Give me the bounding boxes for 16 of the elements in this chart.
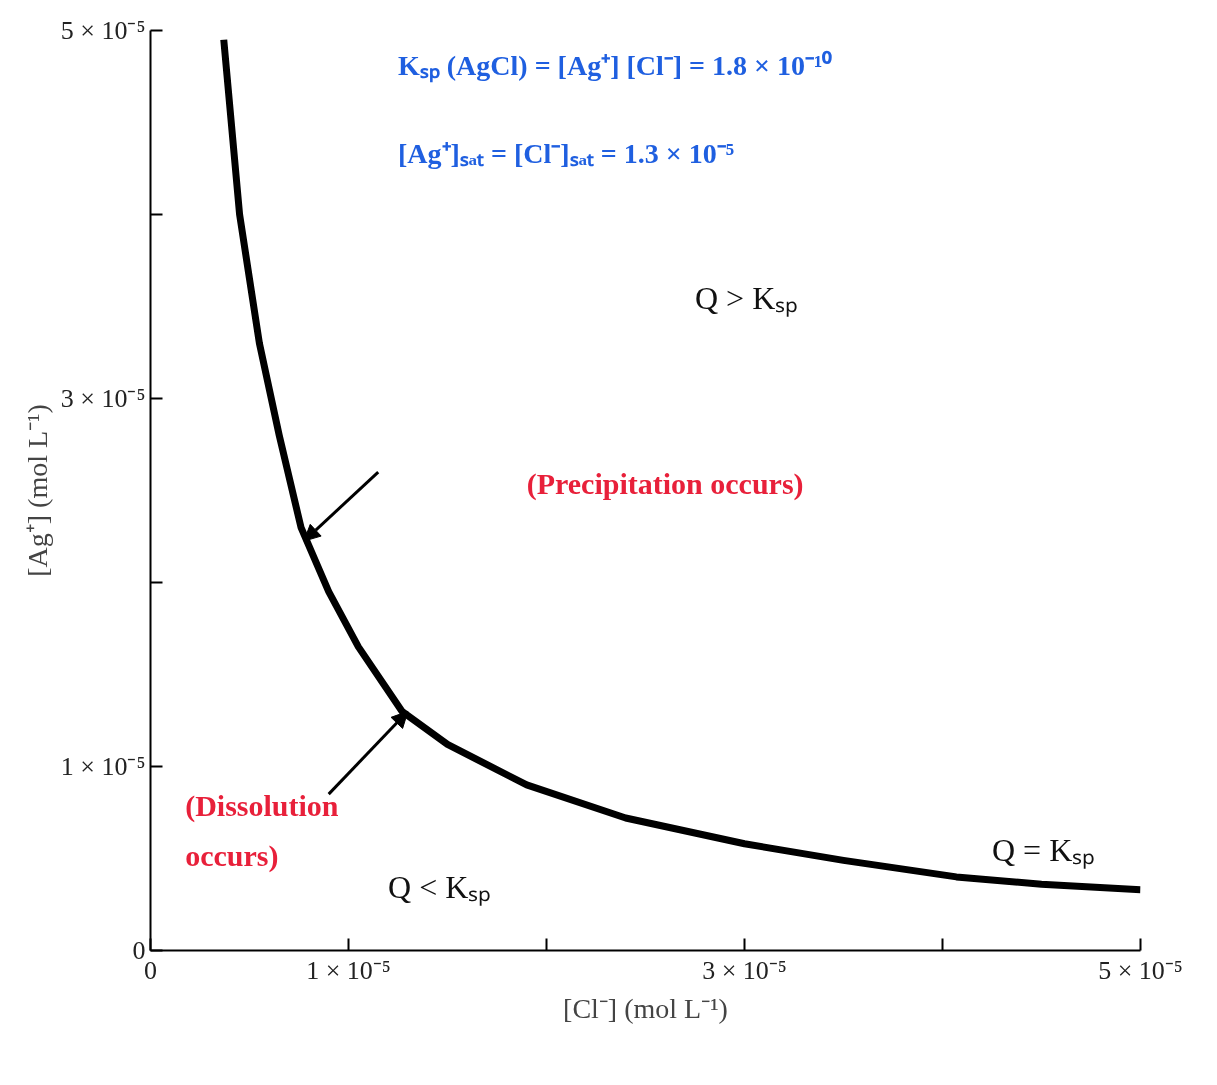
x-axis-title: [Cl⁻] (mol L⁻¹) bbox=[563, 992, 728, 1024]
x-tick-label: 3 × 10⁻⁵ bbox=[702, 955, 787, 985]
annotation: Q > Kₛₚ bbox=[695, 279, 799, 317]
x-tick-label: 5 × 10⁻⁵ bbox=[1098, 955, 1183, 985]
x-tick-label: 1 × 10⁻⁵ bbox=[306, 955, 391, 985]
y-tick-label: 3 × 10⁻⁵ bbox=[60, 384, 146, 413]
annotation: (Dissolution occurs) bbox=[185, 788, 339, 874]
y-tick-label: 0 bbox=[132, 936, 146, 965]
y-tick-label: 5 × 10⁻⁵ bbox=[60, 16, 146, 45]
annotation: Q < Kₛₚ bbox=[388, 868, 492, 906]
annotation: [Ag⁺]ₛₐₜ = [Cl⁻]ₛₐₜ = 1.3 × 10⁻⁵ bbox=[398, 137, 735, 169]
annotation: Kₛₚ (AgCl) = [Ag⁺] [Cl⁻] = 1.8 × 10⁻¹⁰ bbox=[398, 50, 833, 84]
y-tick-label: 1 × 10⁻⁵ bbox=[60, 752, 146, 781]
annotation: (Precipitation occurs) bbox=[526, 466, 804, 501]
annotation: Q = Kₛₚ bbox=[992, 831, 1096, 869]
y-axis-title: [Ag⁺] (mol L⁻¹) bbox=[21, 404, 53, 577]
